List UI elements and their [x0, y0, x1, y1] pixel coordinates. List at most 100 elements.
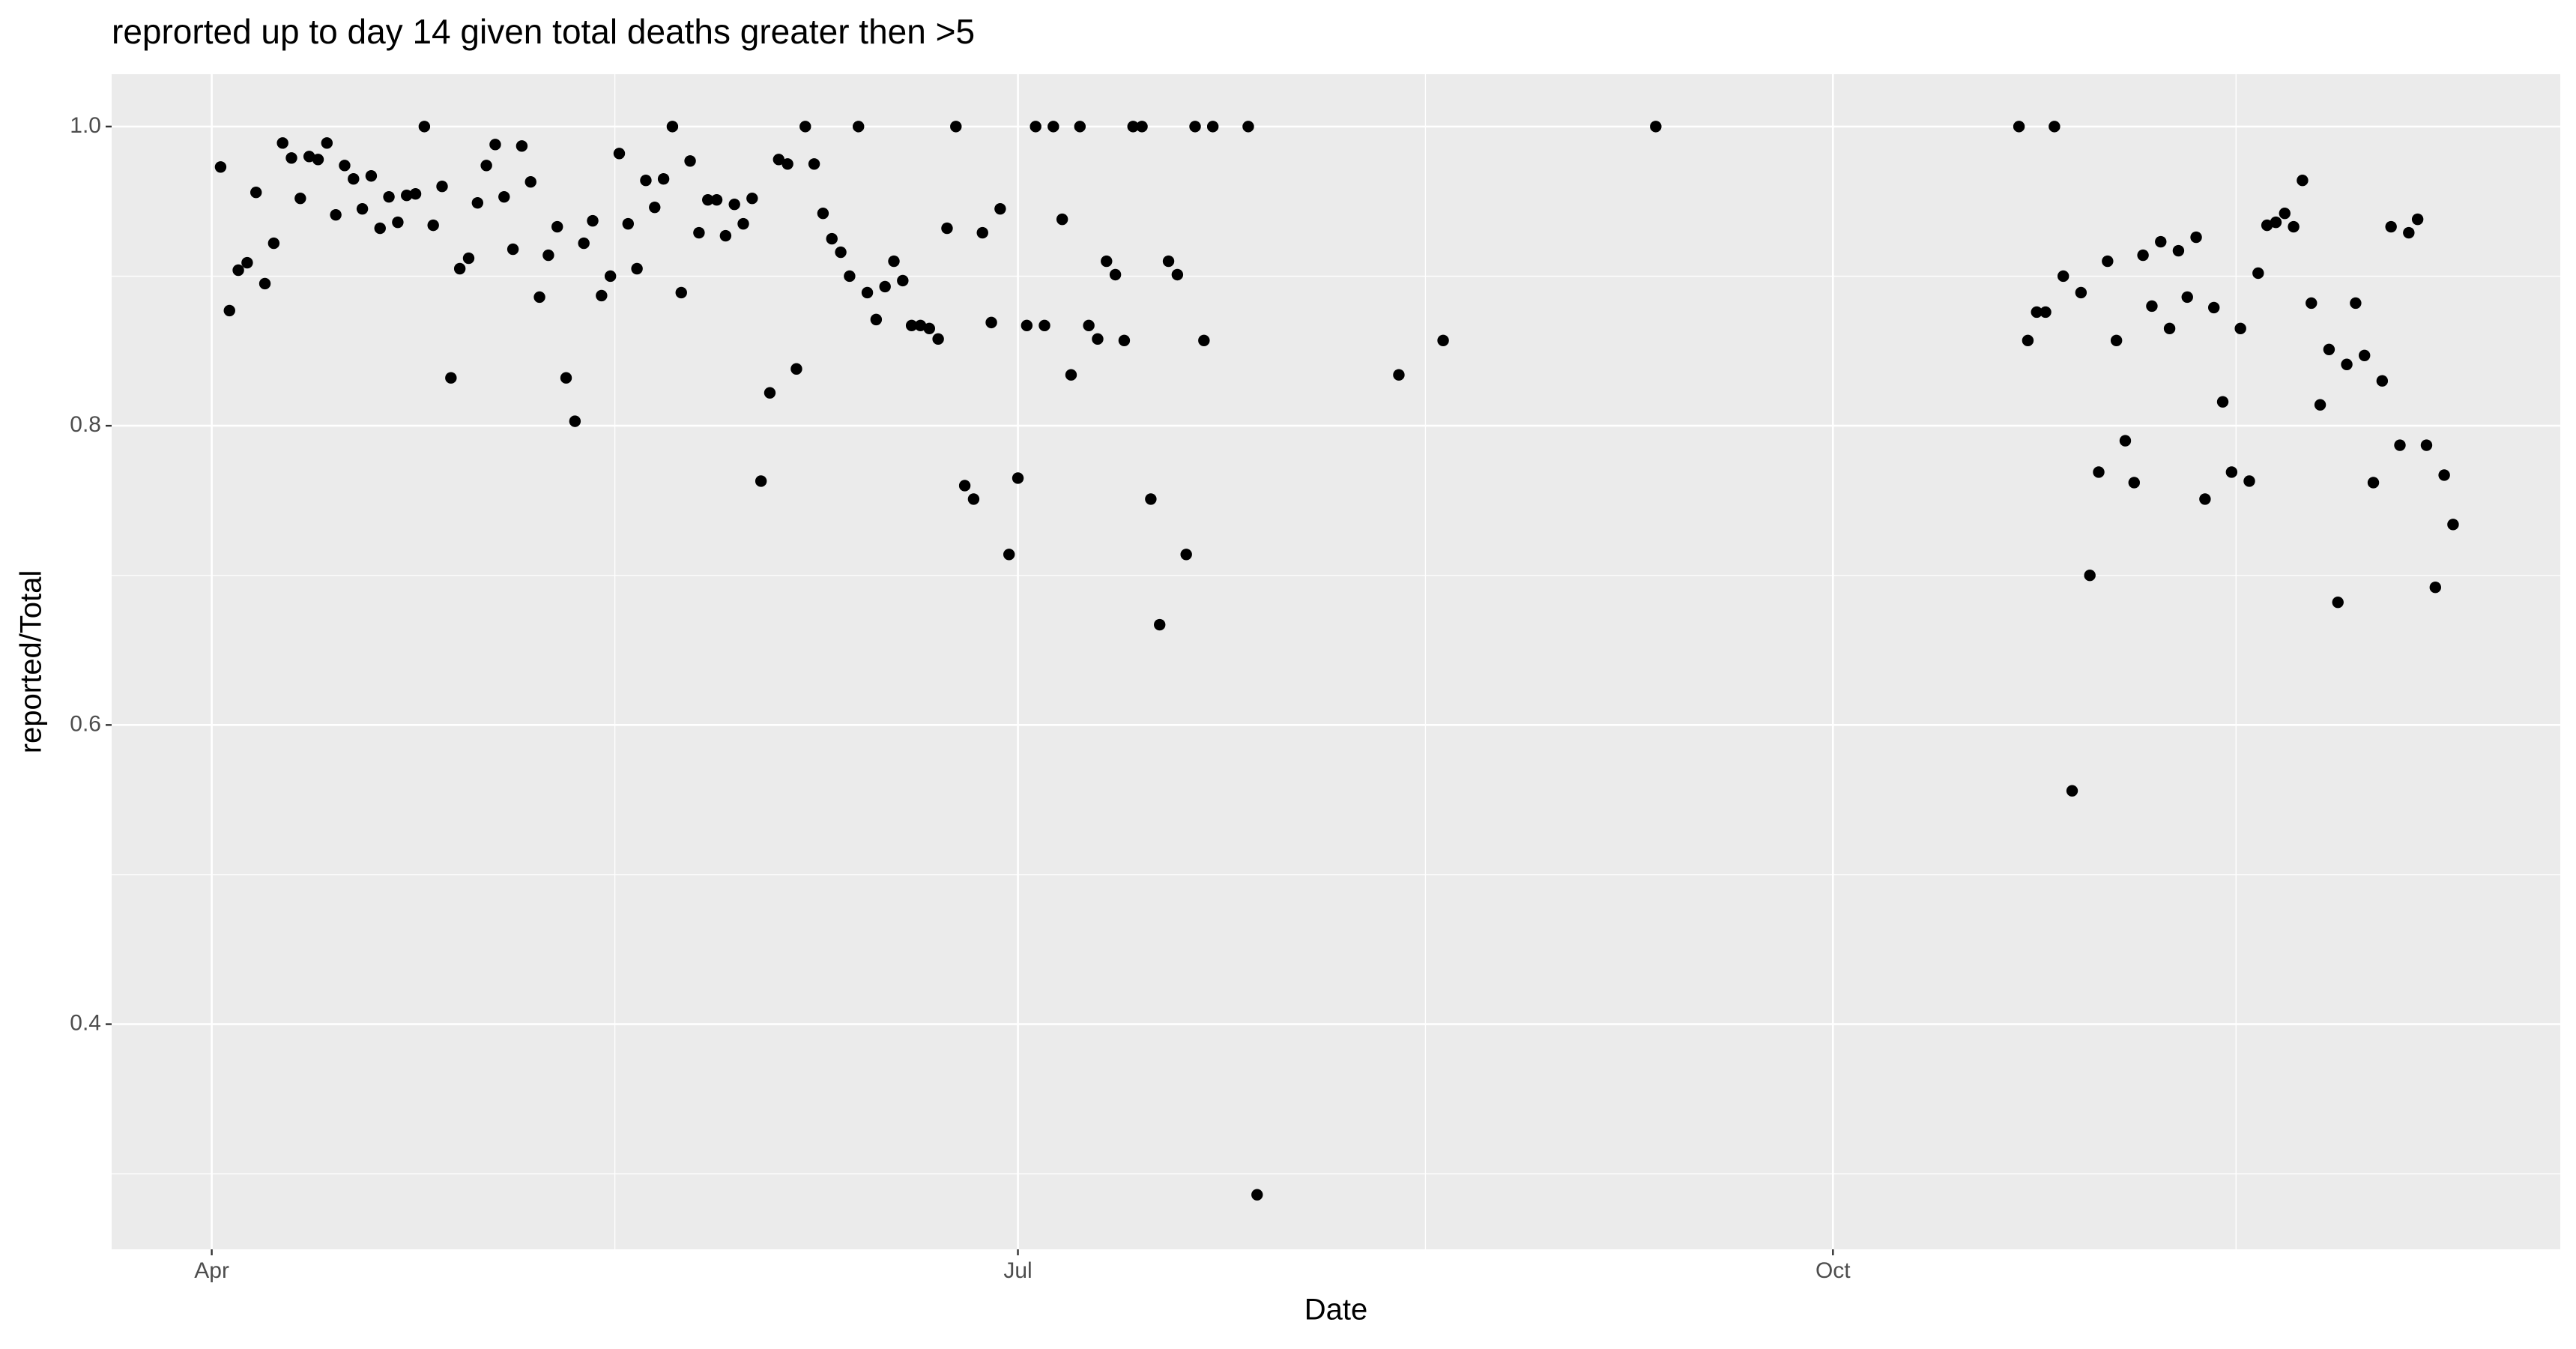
point: [1189, 121, 1201, 133]
point: [569, 415, 581, 427]
point: [2163, 322, 2176, 335]
point: [1180, 549, 1192, 561]
point: [330, 208, 342, 221]
y-tick-label: 0.4: [70, 1010, 101, 1035]
point: [524, 176, 536, 188]
point: [551, 220, 563, 233]
point: [542, 249, 554, 262]
point: [2102, 255, 2114, 268]
point: [2199, 493, 2211, 505]
point: [374, 222, 386, 235]
point: [604, 270, 617, 283]
point: [2376, 375, 2389, 387]
point: [1056, 213, 1068, 226]
point: [941, 222, 953, 235]
point: [958, 480, 971, 492]
point: [2297, 175, 2309, 187]
point: [976, 226, 988, 239]
point: [2270, 216, 2282, 229]
point: [932, 333, 944, 345]
point: [1003, 549, 1015, 561]
point: [312, 154, 324, 166]
point: [2306, 297, 2318, 310]
point: [2146, 300, 2158, 313]
point: [649, 201, 661, 214]
point: [2429, 581, 2441, 594]
point: [1101, 255, 1113, 268]
y-tick-label: 0.6: [70, 711, 101, 736]
point: [2049, 121, 2061, 133]
point: [2225, 466, 2238, 478]
point: [817, 207, 829, 220]
point: [853, 121, 865, 133]
point: [1092, 333, 1104, 345]
point: [2261, 219, 2273, 232]
point: [808, 158, 820, 170]
point: [294, 192, 306, 205]
point: [1012, 472, 1024, 484]
point: [223, 304, 235, 317]
point: [2031, 306, 2043, 319]
point: [1145, 493, 1157, 505]
point: [1083, 319, 1095, 332]
point: [622, 217, 635, 230]
point: [675, 286, 687, 299]
point: [2013, 121, 2025, 133]
point: [2314, 399, 2326, 411]
point: [480, 160, 492, 172]
point: [790, 363, 802, 375]
point: [2040, 306, 2052, 319]
point: [2447, 519, 2459, 531]
point: [905, 319, 918, 332]
point: [2119, 435, 2132, 447]
point: [453, 262, 466, 275]
point: [1437, 334, 1449, 347]
point: [462, 252, 475, 265]
point: [436, 181, 448, 193]
point: [2411, 213, 2424, 226]
point: [2367, 477, 2380, 489]
x-tick-label: Oct: [1815, 1258, 1851, 1283]
point: [2084, 570, 2096, 582]
chart-title: reprorted up to day 14 given total death…: [112, 12, 975, 51]
point: [401, 189, 413, 202]
point: [1127, 121, 1139, 133]
point: [2341, 358, 2353, 370]
point: [2190, 231, 2202, 244]
point: [1021, 319, 1033, 332]
point: [2216, 396, 2229, 408]
point: [2385, 220, 2397, 233]
point: [1118, 334, 1131, 347]
point: [276, 137, 288, 149]
point: [427, 219, 439, 232]
point: [967, 493, 980, 505]
point: [1154, 618, 1166, 631]
point: [1038, 319, 1050, 332]
point: [258, 277, 271, 290]
point: [2438, 469, 2450, 481]
point: [914, 319, 927, 332]
point: [596, 289, 608, 302]
point: [2243, 475, 2255, 487]
y-axis-title: reported/Total: [15, 570, 48, 754]
point: [2128, 477, 2140, 489]
point: [2155, 235, 2167, 248]
point: [2234, 322, 2246, 335]
point: [844, 270, 856, 283]
point: [764, 387, 776, 399]
point: [418, 121, 431, 133]
point: [2323, 343, 2335, 355]
point: [2403, 226, 2415, 239]
point: [2394, 439, 2406, 451]
point: [1206, 121, 1219, 133]
point: [1065, 369, 1077, 381]
point: [1251, 1189, 1263, 1201]
point: [356, 202, 369, 215]
x-tick-label: Apr: [194, 1258, 229, 1283]
point: [2279, 207, 2291, 220]
point: [1171, 268, 1184, 281]
point: [348, 173, 360, 185]
point: [631, 262, 643, 275]
point: [879, 280, 891, 293]
point: [409, 187, 422, 200]
